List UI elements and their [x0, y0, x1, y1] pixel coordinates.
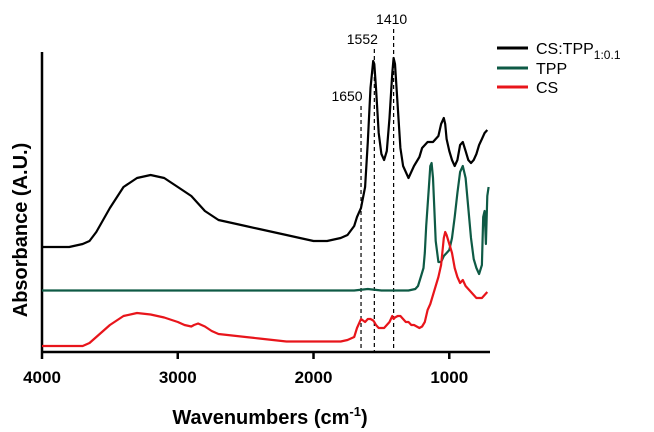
peak-marker-label: 1650	[331, 88, 362, 104]
legend-label-subscript: 1:0.1	[594, 48, 621, 62]
chart-axes: 4000 3000 2000 1000 Wavenumbers (cm-1) Absorb…	[10, 52, 490, 429]
legend-label: CS	[536, 80, 558, 97]
spectra-series	[42, 56, 490, 348]
x-tick-label: 1000	[430, 368, 468, 387]
x-axis-title-end: )	[361, 407, 368, 429]
x-tick-label: 3000	[159, 368, 197, 387]
peak-marker-label: 1552	[347, 31, 378, 47]
x-tick-label: 4000	[23, 368, 61, 387]
y-axis-title: Absorbance (A.U.)	[10, 143, 32, 317]
series-line-cs-tpp	[42, 56, 489, 249]
series-line-cs	[42, 230, 489, 348]
legend-label: CS:TPP1:0.1	[536, 41, 621, 62]
series-line-tpp	[42, 161, 490, 292]
peak-marker-label: 1410	[376, 11, 407, 27]
x-axis-title-main: Wavenumbers (cm	[172, 407, 349, 429]
legend-label-name: TPP	[536, 61, 567, 78]
legend-label-name: CS:TPP	[536, 41, 594, 58]
peak-annotations: 1650 1552 1410	[331, 11, 407, 352]
legend-label: TPP	[536, 61, 567, 78]
x-axis-title-superscript: -1	[349, 404, 361, 419]
x-tick-label: 2000	[295, 368, 333, 387]
x-axis-title: Wavenumbers (cm-1)	[172, 404, 367, 429]
legend-label-name: CS	[536, 80, 558, 97]
